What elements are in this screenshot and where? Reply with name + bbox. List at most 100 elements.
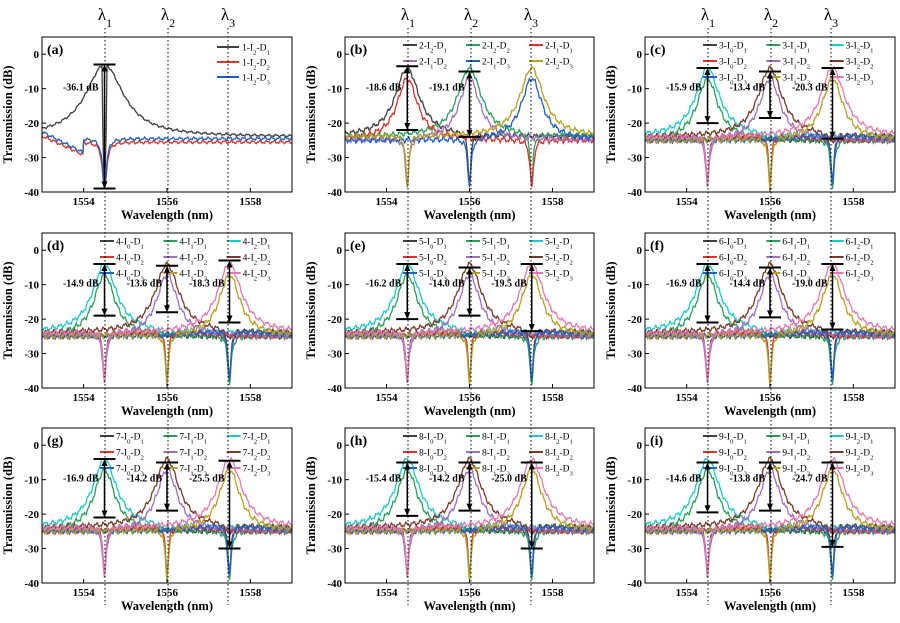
y-tick-label: -20 xyxy=(327,509,342,521)
series-line-3-I0-D3 xyxy=(645,132,895,185)
extinction-annotation: -14.0 dB xyxy=(429,266,481,317)
legend-entry: 4-I0-D3 xyxy=(116,270,144,283)
panel-d: 0 -10 -20 -30 -40 1554 1556 1558 Wavelength (nm)… xyxy=(1,232,293,418)
y-tick-label: -30 xyxy=(627,153,642,165)
lambda-label: λ3 xyxy=(524,5,538,30)
y-tick-label: 0 xyxy=(337,245,343,257)
lambda-label: λ3 xyxy=(221,5,235,30)
legend-entry: 5-I2-D3 xyxy=(545,270,573,283)
arrow-head-up xyxy=(829,462,836,470)
legend-entry: 4-I1-D2 xyxy=(179,254,207,267)
annotation-label: -13.6 dB xyxy=(126,278,162,289)
legend-entry: 9-I2-D2 xyxy=(846,449,874,462)
y-tick-label: -30 xyxy=(627,349,642,361)
y-tick-label: -10 xyxy=(627,280,642,292)
plot-frame xyxy=(41,36,293,193)
annotation-label: -18.6 dB xyxy=(366,82,402,93)
y-tick-label: -20 xyxy=(627,509,642,521)
series-group xyxy=(645,456,895,581)
x-tick-label: 1556 xyxy=(759,587,782,599)
x-tick-label: 1556 xyxy=(759,392,782,404)
x-axis-label: Wavelength (nm) xyxy=(121,208,213,222)
panel-e: 0 -10 -20 -30 -40 1554 1556 1558 Wavelength (nm)… xyxy=(304,232,595,418)
legend: 6-I0-D1 6-I1-D1 6-I2-D1 6-I0-D2 6-I1-D2 6-I2-… xyxy=(703,238,874,283)
legend-entry: 6-I2-D1 xyxy=(846,238,874,251)
legend-entry: 6-I1-D2 xyxy=(782,254,810,267)
x-axis-label: Wavelength (nm) xyxy=(121,599,213,613)
y-tick-label: -30 xyxy=(627,544,642,556)
x-tick-label: 1558 xyxy=(239,587,262,599)
legend-entry: 8-I1-D1 xyxy=(482,433,510,446)
annotation-label: -13.8 dB xyxy=(729,473,765,484)
annotation-label: -14.6 dB xyxy=(666,473,702,484)
panel-label: (b) xyxy=(350,43,367,58)
y-tick-label: -10 xyxy=(327,475,342,487)
y-tick-label: -40 xyxy=(627,187,642,199)
annotation-label: -14.4 dB xyxy=(729,278,765,289)
legend: 3-I0-D1 3-I1-D1 3-I2-D1 3-I0-D2 3-I1-D2 3-I2-… xyxy=(703,42,874,87)
panel-label: (f) xyxy=(650,239,664,254)
legend-entry: 3-I2-D3 xyxy=(846,74,874,87)
arrow-head-down xyxy=(767,110,773,118)
series-line-9-I2-D3 xyxy=(645,456,895,577)
arrow-head-up xyxy=(528,264,535,271)
extinction-annotation: -13.8 dB xyxy=(729,461,781,512)
legend-entry: 6-I2-D3 xyxy=(846,270,874,283)
x-tick-label: 1556 xyxy=(156,392,179,404)
legend-entry: 7-I0-D2 xyxy=(116,449,144,462)
legend-entry: 9-I1-D3 xyxy=(782,465,810,478)
x-tick-label: 1556 xyxy=(459,196,482,208)
extinction-annotation: -15.9 dB xyxy=(666,67,719,125)
legend-entry: 3-I1-D1 xyxy=(782,42,810,55)
legend-entry: 5-I1-D1 xyxy=(482,238,510,251)
annotation-label: -14.2 dB xyxy=(126,473,162,484)
series-line-7-I2-D3 xyxy=(42,456,292,577)
extinction-annotation: -18.3 dB xyxy=(189,259,241,324)
series-line-5-I1-D1 xyxy=(345,270,594,385)
legend-entry: 2-I1-D3 xyxy=(482,58,510,71)
annotation-label: -15.4 dB xyxy=(366,473,402,484)
arrow-head-down xyxy=(164,503,170,511)
arrow-head-down xyxy=(829,539,836,547)
legend-entry: 9-I0-D1 xyxy=(719,433,747,446)
arrow-head-down xyxy=(704,315,711,323)
annotation-label: -15.9 dB xyxy=(666,82,702,93)
y-axis-label: Transmission (dB) xyxy=(304,456,318,554)
legend-entry: 6-I1-D1 xyxy=(782,238,810,251)
y-tick-label: -10 xyxy=(24,475,39,487)
arrow-head-up xyxy=(466,462,473,470)
legend-entry: 4-I0-D1 xyxy=(116,238,144,251)
arrow-head-up xyxy=(404,264,411,271)
extinction-annotation: -36.1 dB xyxy=(63,63,116,190)
series-line-7-I1-D1 xyxy=(42,464,292,580)
series-line-1-I2-D1 xyxy=(42,63,292,186)
legend-entry: 8-I2-D1 xyxy=(545,433,573,446)
x-axis-label: Wavelength (nm) xyxy=(724,599,816,613)
legend-entry: 2-I2-D1 xyxy=(419,42,447,55)
legend-entry: 8-I1-D3 xyxy=(482,465,510,478)
panel-a: 0 -10 -20 -30 -40 1554 1556 1558 Wavelength (nm)… xyxy=(1,36,293,222)
extinction-annotation: -18.6 dB xyxy=(366,65,419,131)
series-line-6-I2-D3 xyxy=(645,261,895,382)
x-tick-label: 1558 xyxy=(842,196,865,208)
legend-entry: 1-I2-D1 xyxy=(242,44,270,57)
x-tick-label: 1556 xyxy=(156,196,179,208)
annotation-label: -20.3 dB xyxy=(792,82,828,93)
legend: 1-I2-D1 1-I2-D2 1-I2-D3 xyxy=(217,44,270,86)
y-axis-label: Transmission (dB) xyxy=(604,261,618,359)
panel-b: 0 -10 -20 -30 -40 1554 1556 1558 Wavelength (nm)… xyxy=(304,36,595,222)
arrow-head-down xyxy=(704,116,711,124)
legend-entry: 7-I1-D2 xyxy=(179,449,207,462)
legend-entry: 7-I2-D2 xyxy=(243,449,271,462)
legend-entry: 8-I0-D2 xyxy=(419,449,447,462)
x-tick-label: 1556 xyxy=(156,587,179,599)
arrow-head-up xyxy=(164,462,170,470)
legend-entry: 1-I2-D2 xyxy=(242,59,270,72)
lambda-guides: λ1 λ2 λ3 λ1 λ2 λ3 λ1 λ2 λ3 xyxy=(98,5,838,605)
y-tick-label: 0 xyxy=(637,245,643,257)
annotation-label: -19.0 dB xyxy=(792,278,828,289)
legend-entry: 9-I2-D3 xyxy=(846,465,874,478)
legend-entry: 5-I0-D3 xyxy=(419,270,447,283)
y-tick-label: -40 xyxy=(627,383,642,395)
y-tick-label: 0 xyxy=(337,440,343,452)
